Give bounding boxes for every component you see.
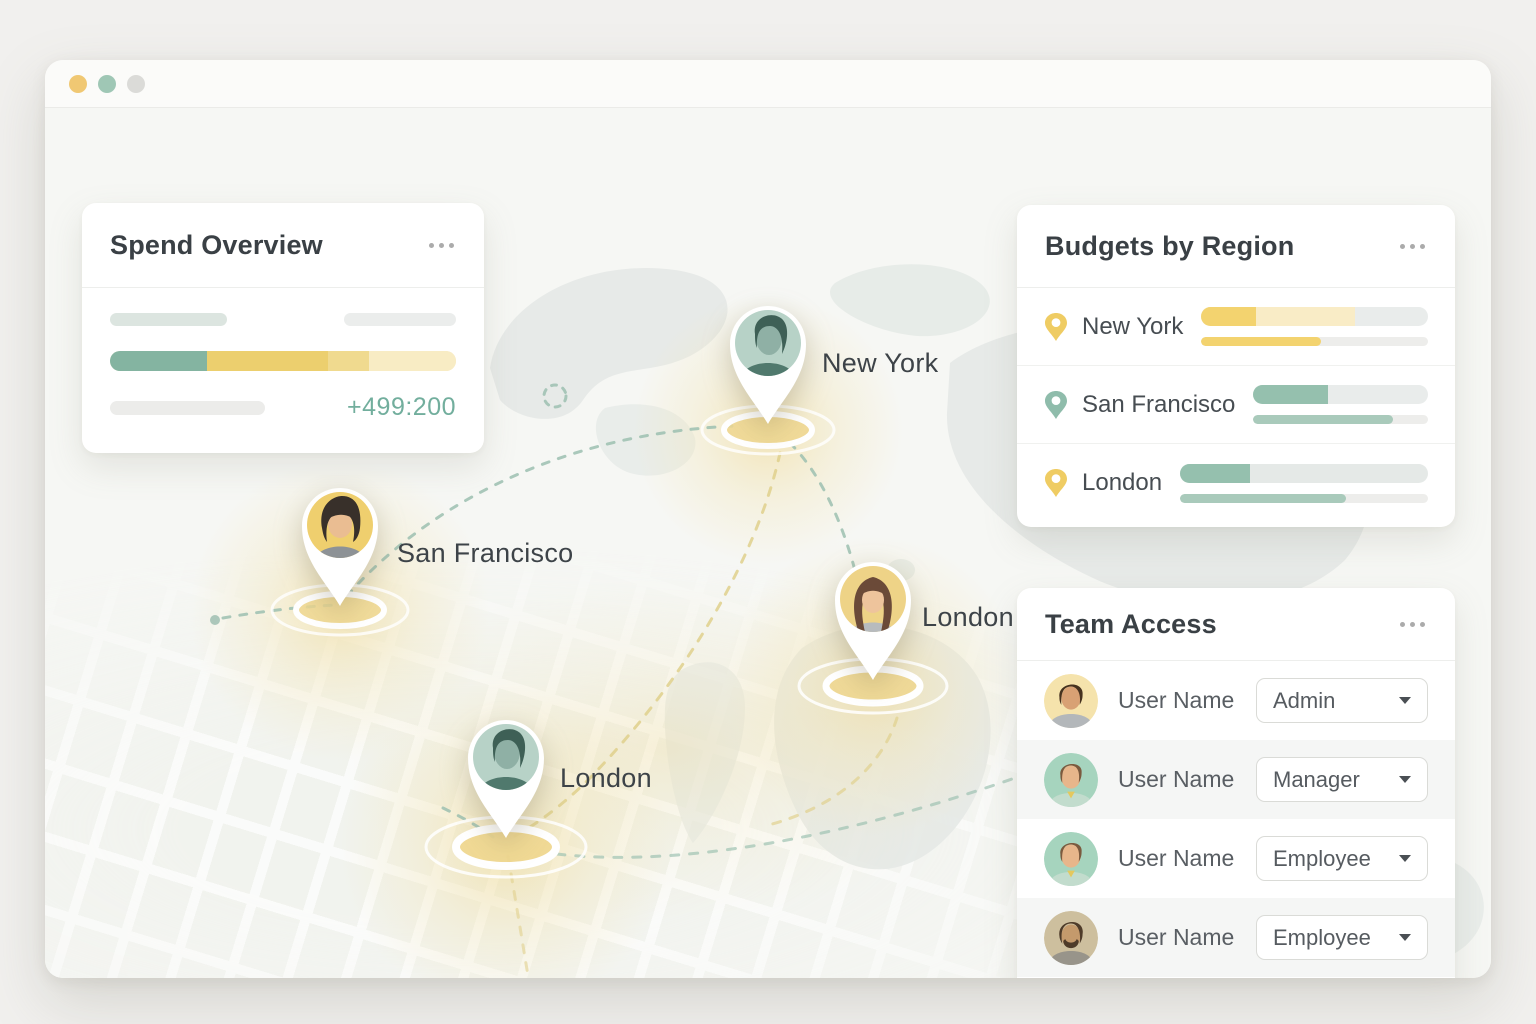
budget-bar-sub	[1201, 337, 1428, 346]
budget-bar-segment	[1201, 337, 1322, 346]
role-value: Admin	[1273, 687, 1336, 713]
chevron-down-icon	[1399, 855, 1411, 862]
role-value: Employee	[1273, 845, 1371, 871]
budget-region-label: London	[1082, 469, 1163, 496]
team-row: User Name Manager	[1017, 740, 1455, 819]
traffic-light-zoom[interactable]	[127, 75, 145, 93]
traffic-light-minimize[interactable]	[98, 75, 116, 93]
traffic-light-close[interactable]	[69, 75, 87, 93]
avatar	[1044, 752, 1098, 807]
spend-overview-card: Spend Overview +499:200	[82, 203, 484, 453]
budget-bar-segment	[1180, 463, 1250, 483]
role-dropdown[interactable]: Employee	[1256, 836, 1428, 881]
chevron-down-icon	[1399, 697, 1411, 704]
spend-bar-segment	[369, 351, 456, 371]
budget-row-san-francisco[interactable]: San Francisco	[1017, 366, 1455, 444]
skeleton-bar	[110, 313, 227, 326]
skeleton-bar	[110, 400, 265, 415]
spend-bar-segment	[206, 351, 328, 371]
team-row: User Name Employee	[1017, 898, 1455, 977]
chevron-down-icon	[1399, 934, 1411, 941]
map-label-san-francisco: San Francisco	[397, 538, 574, 568]
spend-bar-segment	[110, 351, 207, 371]
role-dropdown[interactable]: Manager	[1256, 757, 1428, 802]
role-dropdown[interactable]: Admin	[1256, 678, 1428, 723]
budget-bar-main	[1253, 385, 1428, 404]
map-label-new-york: New York	[822, 348, 939, 378]
app-window: New York San Francisco London London Spe…	[45, 60, 1491, 978]
ellipsis-menu-icon[interactable]	[427, 235, 456, 256]
team-member-name: User Name	[1118, 766, 1235, 792]
budgets-by-region-card: Budgets by Region New York	[1017, 205, 1455, 527]
spend-delta-value: +499:200	[347, 393, 456, 421]
ellipsis-menu-icon[interactable]	[1398, 236, 1427, 257]
map-label-london: London	[922, 602, 1014, 632]
budget-bar-sub	[1253, 415, 1428, 424]
avatar	[1044, 910, 1098, 965]
budget-row-london[interactable]: London	[1017, 444, 1455, 522]
location-pin-icon	[1044, 312, 1068, 342]
budgets-title: Budgets by Region	[1045, 230, 1295, 261]
avatar	[1044, 831, 1098, 886]
spend-progress-bar	[110, 351, 456, 371]
map-pin-new-york[interactable]	[726, 302, 810, 428]
location-pin-icon	[1044, 468, 1068, 498]
team-member-name: User Name	[1118, 845, 1235, 871]
budget-bar-main	[1180, 463, 1428, 483]
budget-bar-segment	[1180, 493, 1347, 503]
spend-overview-title: Spend Overview	[110, 229, 323, 260]
skeleton-bar	[344, 313, 456, 326]
role-value: Employee	[1273, 924, 1371, 950]
budget-bar-sub	[1180, 493, 1428, 503]
team-row: User Name Admin	[1017, 661, 1455, 740]
budget-bar-segment	[1253, 385, 1329, 404]
map-pin-london-2[interactable]	[464, 716, 548, 842]
role-dropdown[interactable]: Employee	[1256, 915, 1428, 960]
team-access-card: Team Access User Name Admin	[1017, 588, 1455, 978]
spend-bar-segment	[327, 351, 370, 371]
budget-row-new-york[interactable]: New York	[1017, 288, 1455, 366]
ellipsis-menu-icon[interactable]	[1398, 614, 1427, 635]
map-pin-london[interactable]	[831, 558, 915, 684]
team-row: User Name Employee	[1017, 819, 1455, 898]
team-member-name: User Name	[1118, 924, 1235, 950]
world-map-background	[190, 264, 1484, 978]
titlebar	[45, 60, 1491, 108]
budget-bar-segment	[1201, 307, 1256, 326]
map-pin-san-francisco[interactable]	[298, 484, 382, 610]
map-canvas: New York San Francisco London London Spe…	[45, 108, 1491, 978]
team-member-name: User Name	[1118, 687, 1235, 713]
budget-bar-segment	[1255, 307, 1356, 326]
map-label-london-2: London	[560, 763, 652, 793]
budget-region-label: San Francisco	[1082, 390, 1236, 418]
avatar	[1044, 673, 1098, 728]
chevron-down-icon	[1399, 776, 1411, 783]
location-pin-icon	[1044, 390, 1068, 420]
budget-bar-segment	[1253, 415, 1394, 424]
role-value: Manager	[1273, 766, 1360, 792]
budget-bar-main	[1201, 307, 1428, 326]
team-access-title: Team Access	[1045, 608, 1217, 639]
budget-region-label: New York	[1082, 312, 1184, 340]
